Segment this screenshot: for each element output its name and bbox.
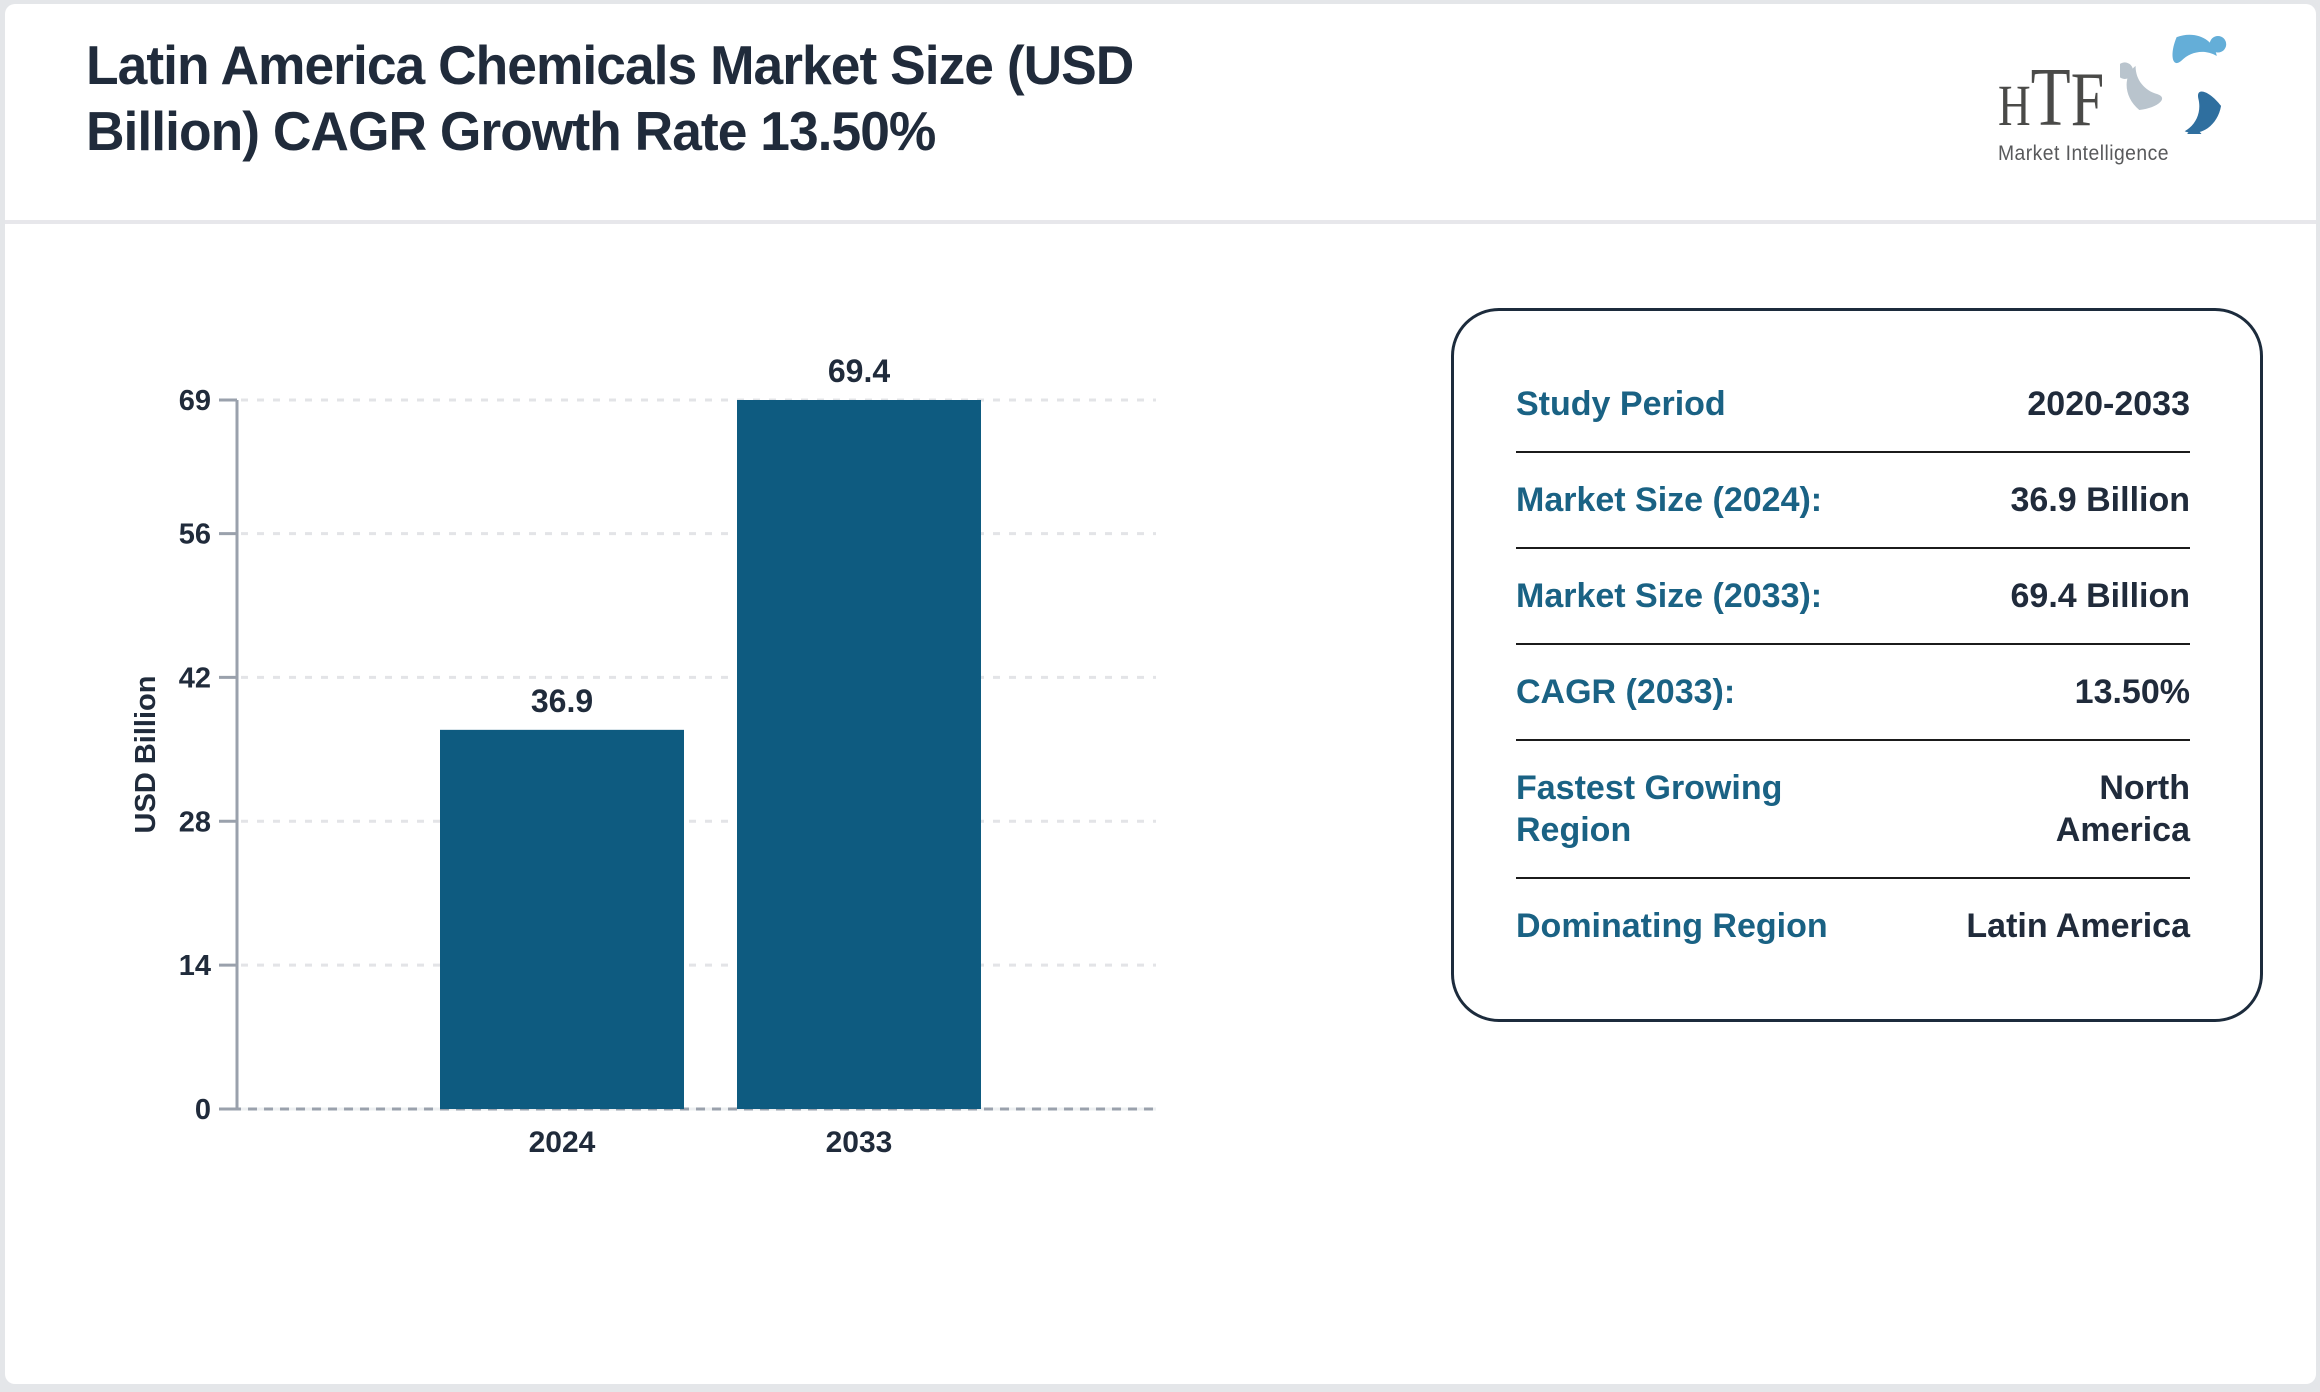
x-category-label: 2033	[826, 1126, 893, 1159]
info-row: Fastest Growing Region North America	[1516, 741, 2190, 879]
y-tick-label: 0	[195, 1094, 211, 1126]
info-row: Study Period 2020-2033	[1516, 357, 2190, 453]
info-row: Dominating Region Latin America	[1516, 879, 2190, 973]
info-row-value: North America	[2055, 769, 2190, 849]
info-row-label: Study Period	[1516, 385, 1726, 423]
page-title-line1: Latin America Chemicals Market Size (USD	[86, 34, 1134, 96]
y-tick-label: 28	[179, 806, 211, 838]
logo-letter: F	[2070, 56, 2105, 142]
logo-row: HTF	[1998, 30, 2268, 140]
swirl-figures-icon	[2120, 34, 2227, 134]
info-row-value: 69.4 Billion	[2010, 577, 2191, 615]
y-axis-title: USD Billion	[130, 676, 162, 834]
y-tick-label: 14	[179, 950, 211, 982]
htf-logo: HTF	[1998, 30, 2268, 180]
bar-value-label: 36.9	[531, 683, 593, 719]
info-row-label: Market Size (2033):	[1516, 577, 1823, 615]
bar-value-label: 69.4	[828, 353, 890, 389]
report-card: Latin America Chemicals Market Size (USD…	[5, 4, 2316, 1384]
logo-brand-text: HTF	[1998, 56, 2104, 140]
info-row-label: Market Size (2024):	[1516, 481, 1823, 519]
y-tick-label: 42	[179, 662, 211, 694]
header: Latin America Chemicals Market Size (USD…	[5, 4, 2316, 224]
info-row-value: Latin America	[1966, 907, 2190, 945]
y-tick-label: 56	[179, 519, 211, 551]
market-info-card: Study Period 2020-2033 Market Size (2024):…	[1451, 308, 2263, 1022]
info-row-value: 13.50%	[2074, 673, 2190, 711]
logo-letter: H	[1998, 73, 2031, 138]
bar-chart: 0 14 28 42 56 69 USD Billion 36.9 2024 69.4 2033	[45, 320, 1225, 1200]
page-title: Latin America Chemicals Market Size (USD…	[86, 32, 1134, 164]
bar-2033	[737, 400, 981, 1109]
logo-tagline: Market Intelligence	[1998, 142, 2169, 165]
info-row-label: CAGR (2033):	[1516, 673, 1736, 711]
info-row-value: 36.9 Billion	[2010, 481, 2191, 519]
info-row: CAGR (2033): 13.50%	[1516, 645, 2190, 741]
info-row-label: Dominating Region	[1516, 907, 1828, 945]
logo-letter: T	[2030, 51, 2071, 144]
y-tick-label: 69	[179, 385, 211, 417]
bar-chart-svg: 0 14 28 42 56 69 USD Billion 36.9 2024 69.4 2033	[130, 353, 1156, 1159]
info-row-value: 2020-2033	[2027, 385, 2190, 423]
bar-2024	[440, 729, 684, 1109]
x-category-label: 2024	[529, 1126, 596, 1159]
info-row: Market Size (2024): 36.9 Billion	[1516, 453, 2190, 549]
info-row: Market Size (2033): 69.4 Billion	[1516, 549, 2190, 645]
info-row-label: Fastest Growing Region	[1516, 769, 1783, 849]
page-title-line2: Billion) CAGR Growth Rate 13.50%	[86, 100, 936, 162]
